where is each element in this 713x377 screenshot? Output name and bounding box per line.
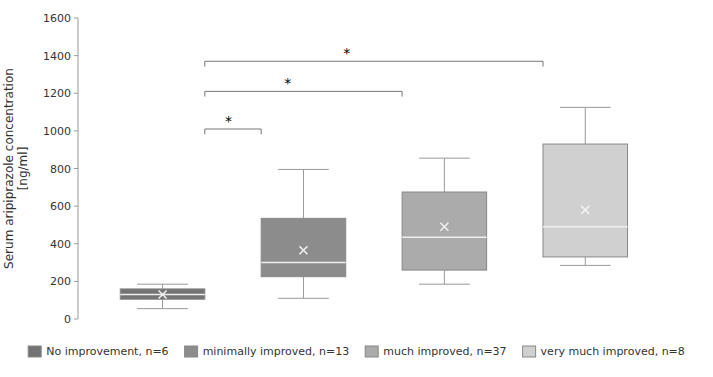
legend-item: No improvement, n=6: [28, 345, 168, 358]
tick-label: 200: [50, 275, 71, 288]
significance-bracket: [205, 91, 402, 96]
box-body: [261, 218, 346, 276]
annotation: *: [225, 113, 232, 129]
mean-marker: [581, 206, 589, 214]
tick: [74, 130, 78, 131]
legend-label: much improved, n=37: [383, 345, 506, 358]
whisker-cap: [137, 308, 188, 309]
box: [120, 284, 205, 308]
box: [543, 107, 628, 265]
whisker-cap: [419, 158, 470, 159]
whisker-cap: [560, 107, 611, 108]
tick-label: 1400: [43, 50, 71, 63]
box-body: [120, 289, 205, 299]
tick: [74, 319, 78, 320]
box: [402, 158, 487, 284]
box-body: [402, 192, 487, 270]
significance-bracket: [205, 129, 261, 134]
mean-marker: [299, 246, 307, 254]
legend-swatch: [523, 346, 536, 357]
whisker-cap: [419, 284, 470, 285]
significance-bracket: [205, 61, 543, 66]
mean-marker: [159, 291, 167, 299]
median: [261, 262, 346, 264]
brackets: [205, 61, 543, 134]
tick-label: 0: [64, 313, 71, 326]
tick-label: 400: [50, 238, 71, 251]
legend-swatch: [28, 346, 41, 357]
legend: No improvement, n=6 minimally improved, n…: [28, 345, 685, 358]
box: [261, 169, 346, 298]
tick-label: 1200: [43, 87, 71, 100]
box-body: [543, 144, 628, 257]
tick: [74, 168, 78, 169]
y-axis-label: Serum aripiprazole concentration[ng/ml]: [2, 68, 30, 269]
whisker: [444, 270, 445, 284]
tick-label: 1000: [43, 125, 71, 138]
y-axis: 0 200 400 600 800 1000 1200 1400 1600: [43, 12, 78, 326]
tick: [74, 281, 78, 282]
whisker-cap: [278, 298, 329, 299]
legend-label: very much improved, n=8: [541, 345, 685, 358]
whisker: [585, 257, 586, 265]
legend-swatch: [185, 346, 198, 357]
median: [543, 226, 628, 228]
tick-label: 600: [50, 200, 71, 213]
tick: [74, 18, 78, 19]
whisker-cap: [560, 265, 611, 266]
tick-label: 800: [50, 163, 71, 176]
annotation: *: [343, 45, 350, 61]
median: [402, 236, 487, 238]
tick: [74, 206, 78, 207]
tick: [74, 93, 78, 94]
whisker: [303, 169, 304, 218]
whisker-cap: [137, 284, 188, 285]
annotation: *: [284, 75, 291, 91]
whisker: [162, 284, 163, 289]
legend-label: minimally improved, n=13: [203, 345, 350, 358]
tick: [74, 55, 78, 56]
mean-marker: [440, 223, 448, 231]
tick-label: 1600: [43, 12, 71, 25]
legend-label: No improvement, n=6: [46, 345, 168, 358]
whisker: [162, 299, 163, 308]
whisker: [303, 277, 304, 299]
legend-swatch: [365, 346, 378, 357]
whisker: [444, 158, 445, 192]
tick: [74, 243, 78, 244]
whisker-cap: [278, 169, 329, 170]
legend-item: very much improved, n=8: [523, 345, 685, 358]
chart: 0 200 400 600 800 1000 1200 1400 1600 Serum aripi…: [0, 0, 713, 377]
whisker: [585, 107, 586, 144]
legend-item: minimally improved, n=13: [185, 345, 350, 358]
legend-item: much improved, n=37: [365, 345, 506, 358]
plot-area: [120, 107, 627, 308]
